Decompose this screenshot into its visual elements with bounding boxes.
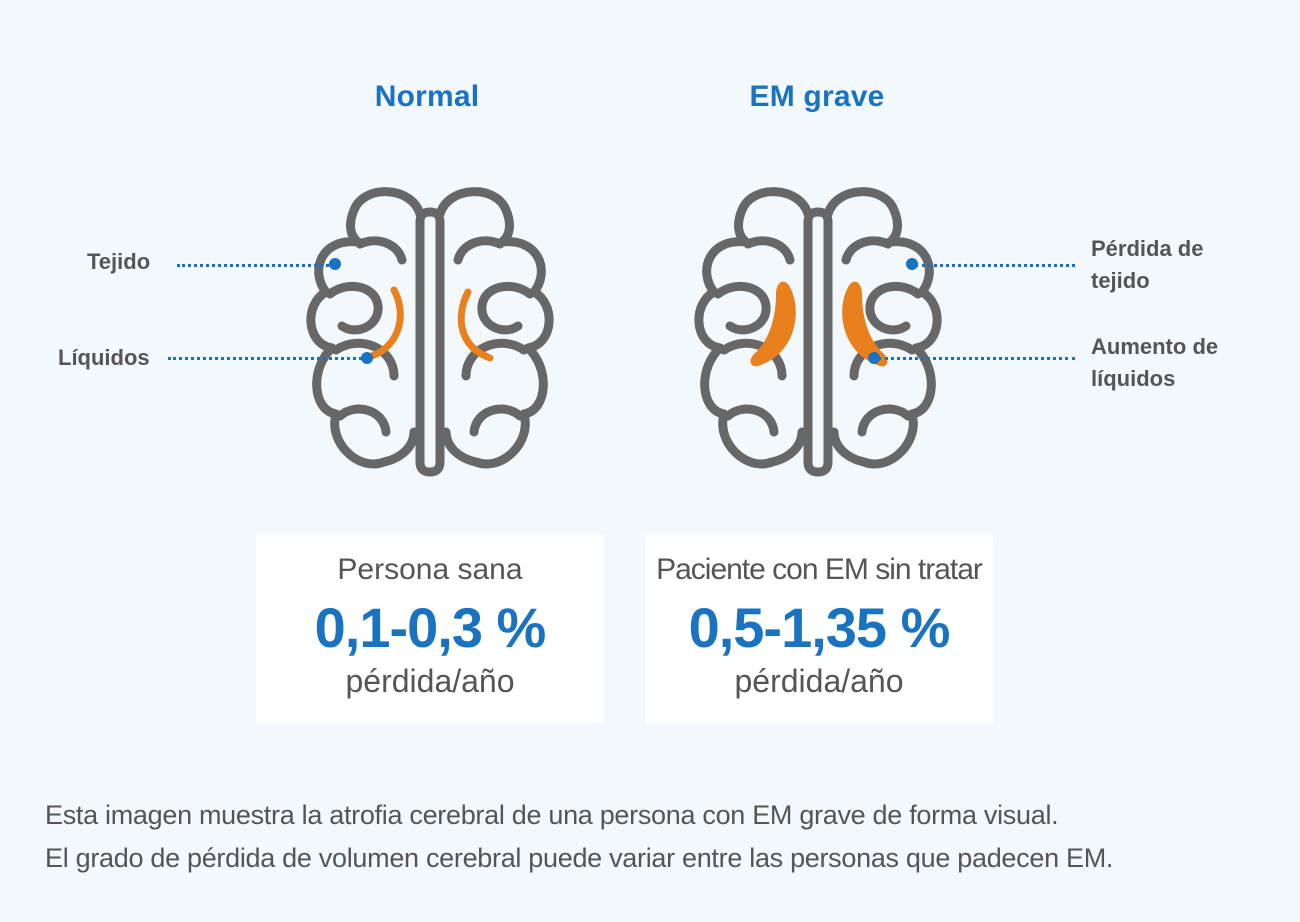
untreated-ms-patient-card: Paciente con EM sin tratar 0,5-1,35 % pé… <box>645 535 993 723</box>
healthy-person-card: Persona sana 0,1-0,3 % pérdida/año <box>256 535 604 723</box>
label-fluid-increase-line2: líquidos <box>1091 366 1176 391</box>
caption-line-2: El grado de pérdida de volumen cerebral … <box>45 843 1114 873</box>
card-unit: pérdida/año <box>734 663 904 699</box>
leader-fluids <box>168 357 368 360</box>
normal-left-ventricle <box>368 286 404 360</box>
marker-dot-tissue <box>329 258 341 270</box>
label-tissue-loss-line1: Pérdida de <box>1091 236 1204 261</box>
label-fluid-increase-line1: Aumento de <box>1091 334 1219 359</box>
leader-tissue-loss <box>915 264 1075 267</box>
caption-line-1: Esta imagen muestra la atrofia cerebral … <box>45 800 1059 830</box>
heading-normal: Normal <box>374 80 480 113</box>
heading-severe-ms: EM grave <box>749 80 885 113</box>
label-fluid-increase: Aumento de líquidos <box>1091 331 1218 395</box>
label-fluids: Líquidos <box>58 345 150 370</box>
normal-brain-illustration <box>306 187 554 477</box>
marker-dot-tissue-loss <box>906 258 918 270</box>
severe-ms-brain-illustration <box>694 187 942 477</box>
card-title: Persona sana <box>337 553 523 586</box>
marker-dot-fluid-increase <box>868 352 880 364</box>
severe-left-ventricle <box>750 281 796 367</box>
label-tissue-loss: Pérdida de tejido <box>1091 233 1203 297</box>
leader-tissue <box>177 264 335 267</box>
card-value: 0,5-1,35 % <box>688 596 951 659</box>
card-unit: pérdida/año <box>345 663 515 699</box>
normal-right-ventricle <box>457 288 494 362</box>
card-title: Paciente con EM sin tratar <box>656 553 983 586</box>
severe-right-ventricle <box>842 281 888 367</box>
card-value: 0,1-0,3 % <box>314 596 547 659</box>
label-tissue-loss-line2: tejido <box>1091 268 1150 293</box>
marker-dot-fluids <box>361 352 373 364</box>
label-tissue: Tejido <box>87 249 151 274</box>
leader-fluid-increase <box>878 357 1075 360</box>
